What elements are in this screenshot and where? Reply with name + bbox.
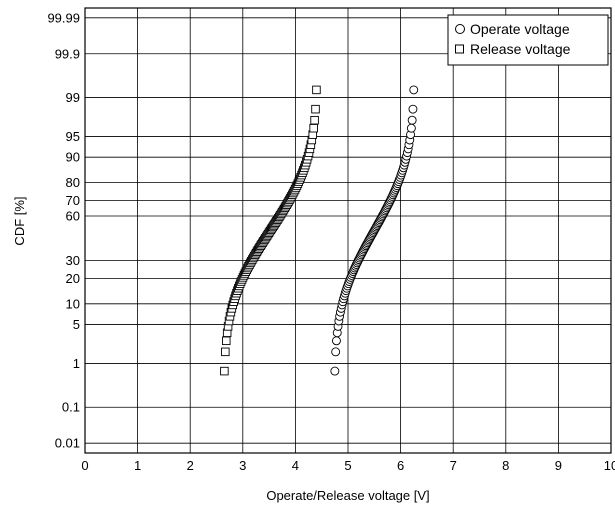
x-tick-label: 7 bbox=[450, 458, 457, 473]
y-tick-label: 70 bbox=[66, 193, 80, 208]
y-tick-label: 60 bbox=[66, 209, 80, 224]
data-point-release bbox=[221, 347, 230, 357]
y-axis-title: CDF [%] bbox=[12, 196, 27, 245]
x-tick-label: 8 bbox=[502, 458, 509, 473]
legend-label-operate: Operate voltage bbox=[470, 21, 570, 37]
y-tick-label: 90 bbox=[66, 150, 80, 165]
legend-label-release: Release voltage bbox=[470, 41, 571, 57]
y-tick-label: 0.1 bbox=[62, 400, 80, 415]
data-point-operate bbox=[330, 366, 340, 376]
y-tick-label: 30 bbox=[66, 253, 80, 268]
x-tick-label: 10 bbox=[604, 458, 615, 473]
x-tick-label: 4 bbox=[292, 458, 299, 473]
legend-box bbox=[447, 14, 609, 66]
y-tick-label: 5 bbox=[73, 317, 80, 332]
x-tick-label: 0 bbox=[81, 458, 88, 473]
legend-marker-operate bbox=[455, 24, 465, 34]
x-tick-label: 6 bbox=[397, 458, 404, 473]
data-points bbox=[220, 85, 419, 376]
y-tick-label: 99 bbox=[66, 90, 80, 105]
y-tick-label: 10 bbox=[66, 296, 80, 311]
y-tick-label: 80 bbox=[66, 175, 80, 190]
x-tick-label: 1 bbox=[134, 458, 141, 473]
data-point-operate bbox=[408, 104, 418, 114]
y-tick-label: 99.9 bbox=[55, 46, 80, 61]
legend-marker-release bbox=[455, 44, 464, 54]
data-point-operate bbox=[331, 347, 341, 357]
x-tick-label: 2 bbox=[187, 458, 194, 473]
y-tick-label: 20 bbox=[66, 271, 80, 286]
data-point-operate bbox=[406, 123, 416, 133]
legend: Operate voltage Release voltage bbox=[447, 14, 609, 66]
data-point-release bbox=[220, 366, 229, 376]
data-point-release bbox=[312, 85, 321, 95]
data-point-release bbox=[311, 104, 320, 114]
plot-frame bbox=[84, 7, 612, 454]
data-point-release bbox=[221, 336, 231, 346]
x-tick-label: 5 bbox=[344, 458, 351, 473]
y-tick-label: 1 bbox=[73, 356, 80, 371]
x-axis-title: Operate/Release voltage [V] bbox=[266, 488, 429, 503]
x-tick-label: 3 bbox=[239, 458, 246, 473]
data-point-operate bbox=[407, 115, 417, 125]
y-tick-label: 95 bbox=[66, 129, 80, 144]
data-point-release bbox=[310, 115, 319, 125]
x-tick-label: 9 bbox=[555, 458, 562, 473]
x-tick-labels: 0 1 2 3 4 5 6 7 8 9 10 bbox=[81, 458, 615, 473]
data-point-operate bbox=[409, 85, 419, 95]
y-tick-label: 0.01 bbox=[55, 436, 80, 451]
data-point-operate bbox=[331, 336, 341, 346]
data-point-release bbox=[309, 123, 318, 133]
y-tick-label: 99.99 bbox=[47, 10, 80, 25]
